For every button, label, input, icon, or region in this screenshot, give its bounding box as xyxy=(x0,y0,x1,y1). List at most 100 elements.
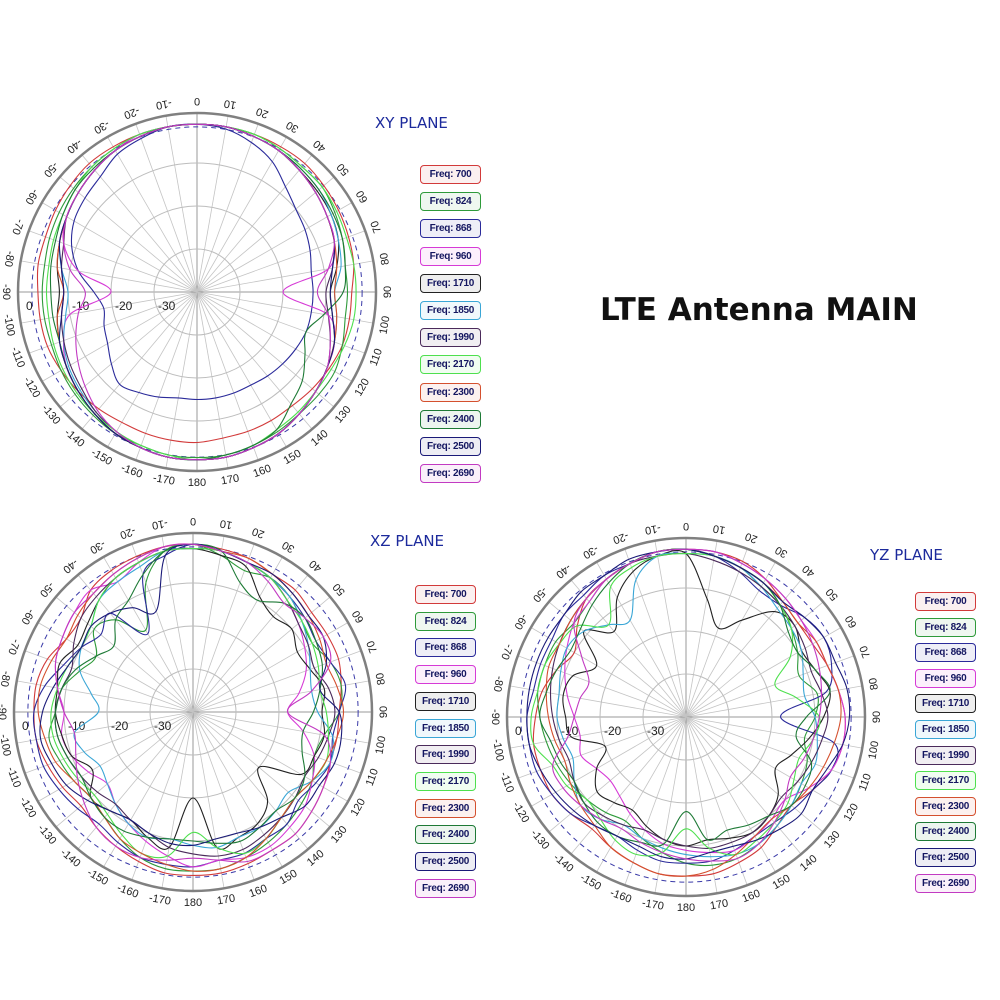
angle-gridline xyxy=(24,650,194,713)
series-line-2690 xyxy=(552,548,823,862)
series-line-824 xyxy=(41,123,349,459)
angle-gridline xyxy=(685,716,748,886)
angle-tick-label: -160 xyxy=(115,882,140,901)
angle-gridline xyxy=(161,711,194,889)
angle-gridline xyxy=(624,716,687,886)
reference-circle xyxy=(27,546,359,878)
angle-tick-label: 70 xyxy=(858,644,873,660)
page-title: LTE Antenna MAIN xyxy=(600,292,918,328)
angle-gridline xyxy=(28,291,198,354)
angle-tick-label: -90 xyxy=(0,284,12,300)
reference-circle xyxy=(31,126,363,458)
angle-gridline xyxy=(165,115,198,293)
angle-gridline xyxy=(570,579,687,718)
legend-item: Freq: 824 xyxy=(420,192,481,212)
angle-gridline xyxy=(16,680,194,713)
angle-tick-label: -90 xyxy=(489,709,501,725)
legend-item: Freq: 1990 xyxy=(915,745,976,765)
radial-tick-label: -20 xyxy=(111,719,129,733)
legend-item: Freq: 1710 xyxy=(415,691,476,711)
angle-tick-label: 60 xyxy=(843,613,860,630)
angle-gridline xyxy=(196,230,366,293)
angle-gridline xyxy=(685,716,718,894)
angle-tick-label: -10 xyxy=(151,517,169,532)
legend-item: Freq: 2500 xyxy=(420,437,481,456)
angle-gridline xyxy=(685,548,748,718)
angle-tick-label: 110 xyxy=(368,347,385,368)
angle-gridline xyxy=(16,711,194,744)
angle-gridline xyxy=(196,202,353,293)
angle-tick-label: 60 xyxy=(354,188,371,205)
angle-tick-label: 120 xyxy=(353,377,373,399)
angle-gridline xyxy=(196,123,259,293)
angle-tick-label: 180 xyxy=(184,897,202,909)
reference-circle xyxy=(520,551,852,883)
angle-tick-label: -100 xyxy=(0,733,13,757)
angle-gridline xyxy=(192,711,283,868)
angle-tick-label: -70 xyxy=(498,642,515,661)
angle-gridline xyxy=(196,260,374,293)
series-line-2400 xyxy=(54,543,324,844)
legend-item: Freq: 2170 xyxy=(915,771,976,791)
angle-gridline xyxy=(77,711,194,850)
angle-tick-label: 100 xyxy=(374,735,389,755)
angle-gridline xyxy=(196,154,313,293)
angle-tick-label: 10 xyxy=(219,517,233,531)
angle-gridline xyxy=(161,535,194,713)
angle-tick-label: -40 xyxy=(553,561,573,580)
angle-tick-label: 80 xyxy=(378,252,392,266)
angle-gridline xyxy=(28,230,198,293)
radial-tick-label: -20 xyxy=(604,724,622,738)
series-line-2690 xyxy=(63,123,335,461)
angle-gridline xyxy=(192,711,362,774)
angle-tick-label: 100 xyxy=(378,315,393,335)
angle-tick-label: 160 xyxy=(248,883,269,901)
angle-gridline xyxy=(37,622,194,713)
angle-tick-label: 0 xyxy=(190,515,196,527)
angle-gridline xyxy=(685,627,842,718)
legend-item: Freq: 2690 xyxy=(915,873,976,893)
legend-item: Freq: 1990 xyxy=(420,328,481,348)
angle-tick-label: -20 xyxy=(118,524,137,541)
radial-tick-label: -30 xyxy=(154,719,172,733)
angle-gridline xyxy=(103,711,194,868)
angle-gridline xyxy=(81,154,198,293)
angle-gridline xyxy=(192,543,255,713)
legend-item: Freq: 700 xyxy=(415,585,476,604)
angle-gridline xyxy=(77,574,194,713)
series-line-700 xyxy=(36,123,355,444)
angle-gridline xyxy=(59,176,198,293)
angle-gridline xyxy=(135,291,198,461)
series-line-1850 xyxy=(556,552,818,858)
legend-item: Freq: 2500 xyxy=(415,852,476,871)
angle-tick-label: 80 xyxy=(374,672,388,686)
angle-gridline xyxy=(196,291,287,448)
radial-tick-label: 0 xyxy=(22,719,29,733)
angle-gridline xyxy=(685,561,776,718)
angle-gridline xyxy=(196,291,259,461)
angle-tick-label: -10 xyxy=(644,522,662,537)
xz-plane-title: XZ PLANE xyxy=(370,532,445,550)
angle-gridline xyxy=(192,711,309,850)
angle-tick-label: 160 xyxy=(741,888,762,906)
angle-tick-label: 170 xyxy=(216,893,236,908)
legend-item: Freq: 868 xyxy=(915,643,976,663)
angle-gridline xyxy=(654,540,687,718)
angle-tick-label: 70 xyxy=(365,639,380,655)
angle-tick-label: 110 xyxy=(364,767,381,788)
angle-gridline xyxy=(196,136,287,293)
outer-ring xyxy=(505,536,867,898)
legend-item: Freq: 960 xyxy=(420,246,481,266)
angle-tick-label: 100 xyxy=(867,740,882,760)
angle-tick-label: 50 xyxy=(331,581,348,598)
angle-tick-label: -90 xyxy=(0,704,8,720)
angle-gridline xyxy=(509,716,687,749)
legend-item: Freq: 2400 xyxy=(420,409,481,429)
series-line-2300 xyxy=(37,543,345,872)
angle-tick-label: -20 xyxy=(611,529,630,546)
radial-tick-label: 0 xyxy=(515,724,522,738)
angle-gridline xyxy=(192,711,349,802)
angle-tick-label: -170 xyxy=(148,892,172,908)
radial-tick-label: -20 xyxy=(115,299,133,313)
